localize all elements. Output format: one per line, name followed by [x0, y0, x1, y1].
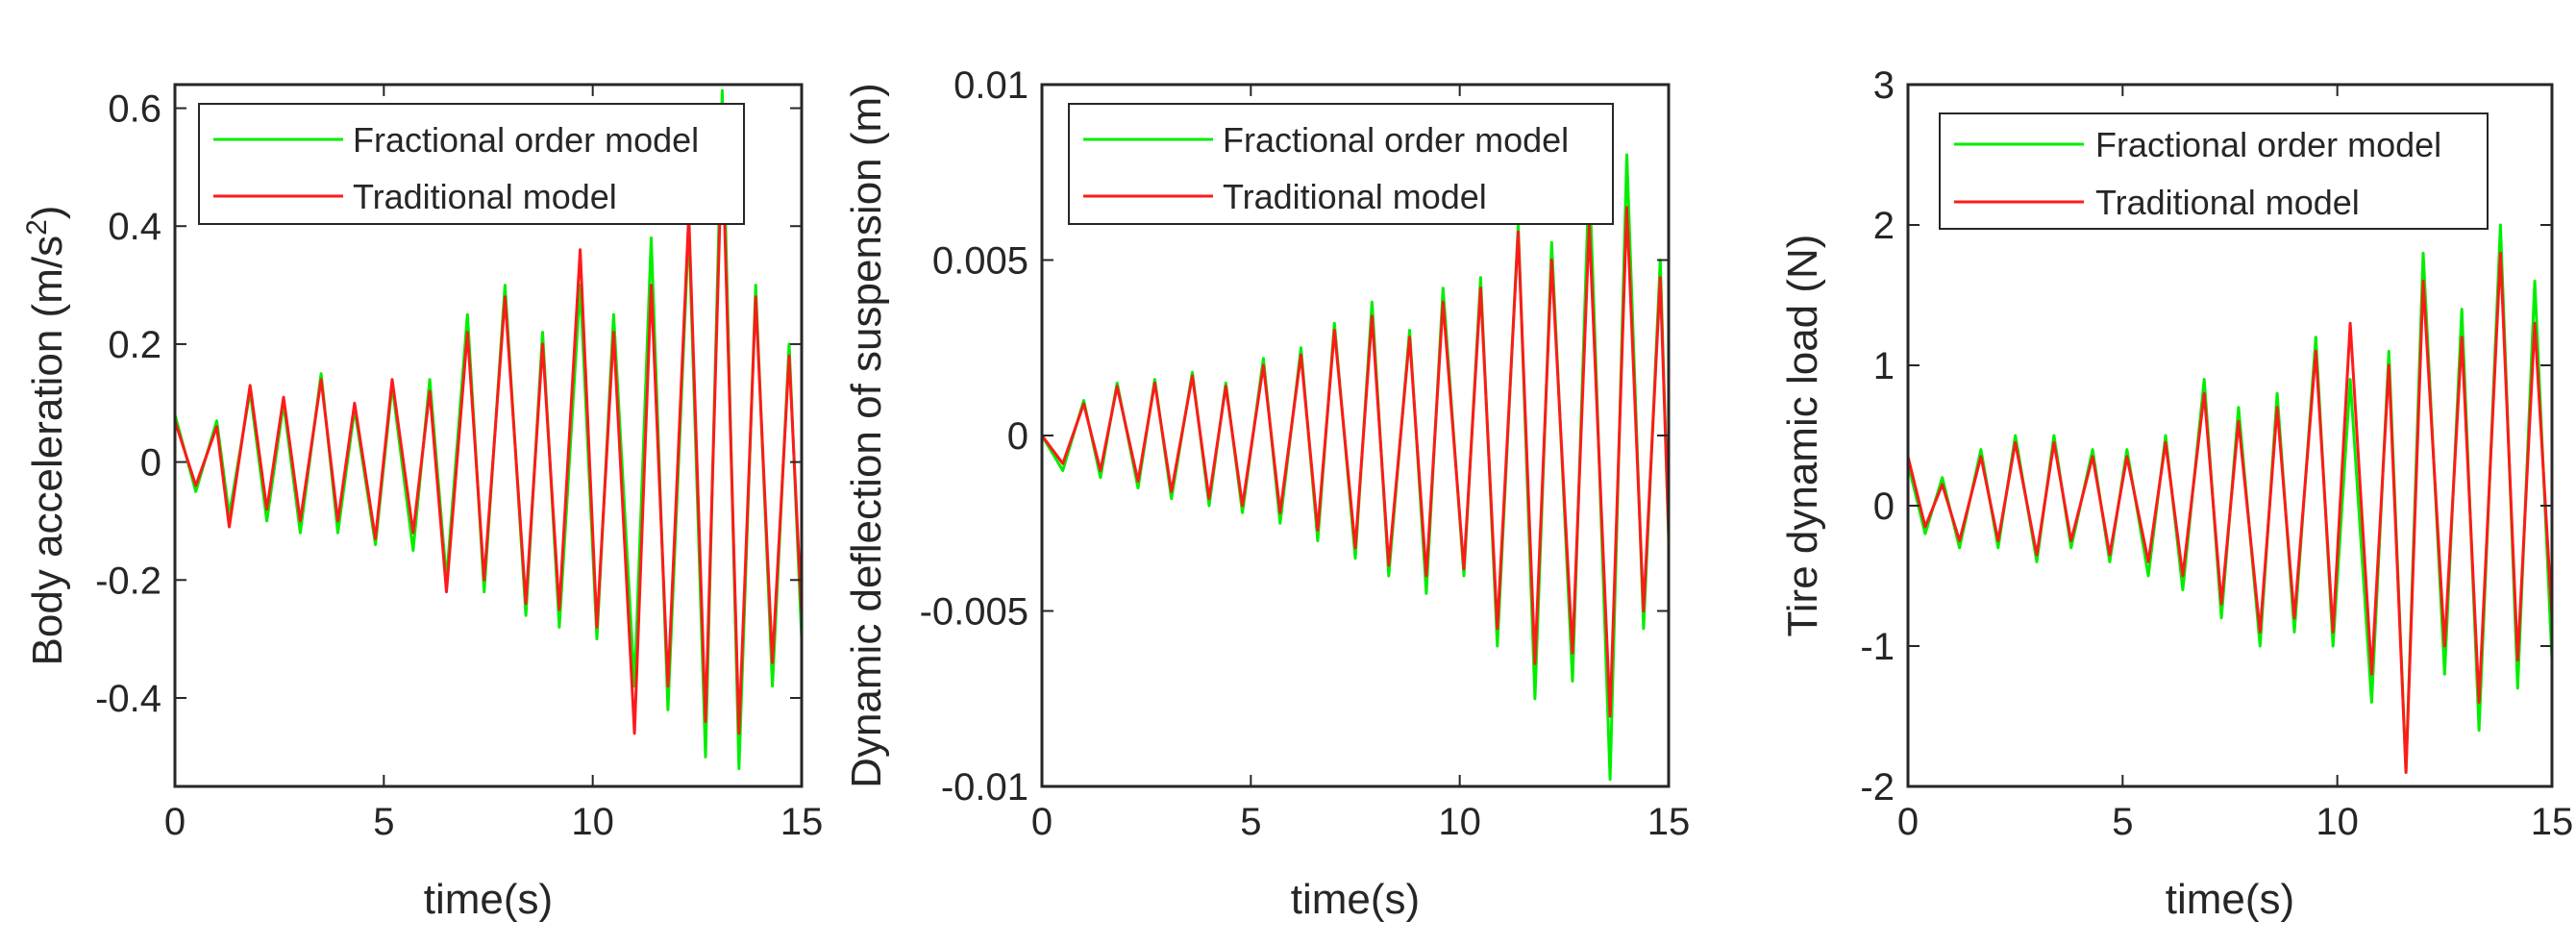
y-tick-label: 0.4 [108, 206, 161, 248]
y-axis-label-main: Body acceleration (m/s [24, 236, 71, 666]
x-tick-label: 10 [571, 801, 614, 843]
x-axis-label: time(s) [2166, 876, 2294, 923]
x-tick-label: 0 [164, 801, 186, 843]
series-line-traditional [1040, 206, 1671, 718]
x-tick-label: 5 [2112, 801, 2133, 843]
x-axis-label: time(s) [424, 876, 553, 923]
y-axis-label-end: ) [24, 206, 71, 220]
series-line-traditional [1906, 251, 2554, 774]
legend-label-fractional: Fractional order model [1223, 120, 1569, 160]
y-tick-label: 0 [1873, 485, 1895, 528]
x-tick-label: 15 [780, 801, 824, 843]
x-tick-label: 0 [1897, 801, 1919, 843]
x-axis-label: time(s) [1291, 876, 1420, 923]
tire-dynamic-load-chart: -2 -1 0 1 2 3 0 5 10 15 time(s) Tire dynamic loa… [1779, 64, 2573, 923]
legend-box [198, 103, 745, 225]
x-tick-label: 5 [373, 801, 394, 843]
legend-label-fractional: Fractional order model [2095, 125, 2441, 164]
x-tick-label: 5 [1240, 801, 1261, 843]
x-ticks: 0 5 10 15 [164, 85, 823, 843]
y-tick-label: 3 [1873, 64, 1895, 107]
y-axis-label: Dynamic deflection of suspension (m) [843, 83, 890, 788]
x-ticks: 0 5 10 15 [1031, 85, 1690, 843]
series-group [1906, 223, 2554, 774]
y-tick-label: 2 [1873, 205, 1895, 247]
legend-label-traditional: Traditional model [1223, 177, 1487, 216]
y-axis-label: Body acceleration (m/s2) [21, 206, 71, 666]
y-tick-label: -2 [1860, 766, 1895, 809]
series-line-traditional [173, 136, 804, 735]
series-group [173, 88, 804, 771]
y-tick-label: -0.2 [95, 560, 161, 602]
y-tick-label: -0.01 [941, 766, 1028, 809]
axes-box [1906, 83, 2554, 788]
y-tick-label: 0 [1007, 415, 1028, 458]
y-tick-label: 0.6 [108, 88, 161, 131]
series-group [1040, 153, 1671, 782]
body-acceleration-chart: -0.4 -0.2 0 0.2 0.4 0.6 0 5 10 15 time(s) Body a… [21, 83, 823, 923]
x-ticks: 0 5 10 15 [1897, 85, 2573, 843]
legend: Fractional order model Traditional model [1068, 103, 1614, 225]
x-tick-label: 10 [2316, 801, 2359, 843]
legend-box [1068, 103, 1614, 225]
legend: Fractional order model Traditional model [1939, 112, 2489, 230]
y-tick-label: 0.2 [108, 324, 161, 366]
legend: Fractional order model Traditional model [198, 103, 745, 225]
y-axis-label: Tire dynamic load (N) [1779, 235, 1826, 637]
x-tick-label: 15 [1647, 801, 1691, 843]
y-tick-label: -0.4 [95, 678, 161, 720]
legend-label-fractional: Fractional order model [353, 120, 699, 160]
x-tick-label: 10 [1438, 801, 1481, 843]
y-ticks: -2 -1 0 1 2 3 [1860, 64, 2552, 809]
y-ticks: -0.4 -0.2 0 0.2 0.4 0.6 [95, 88, 802, 720]
y-tick-label: 0.005 [932, 240, 1028, 283]
suspension-deflection-chart: -0.01 -0.005 0 0.005 0.01 0 5 10 15 time(s) Dyn… [843, 64, 1690, 923]
legend-label-traditional: Traditional model [353, 177, 617, 216]
y-axis-label-superscript: 2 [21, 219, 53, 236]
legend-label-traditional: Traditional model [2095, 183, 2360, 222]
y-tick-label: 0.01 [954, 64, 1028, 107]
y-tick-label: -0.005 [920, 591, 1028, 634]
x-tick-label: 15 [2531, 801, 2574, 843]
y-ticks: -0.01 -0.005 0 0.005 0.01 [920, 64, 1669, 809]
axes-box [173, 83, 804, 788]
y-tick-label: -1 [1860, 626, 1895, 668]
legend-box [1939, 112, 2489, 230]
y-tick-label: 1 [1873, 345, 1895, 387]
y-tick-label: 0 [140, 442, 161, 485]
x-tick-label: 0 [1031, 801, 1053, 843]
